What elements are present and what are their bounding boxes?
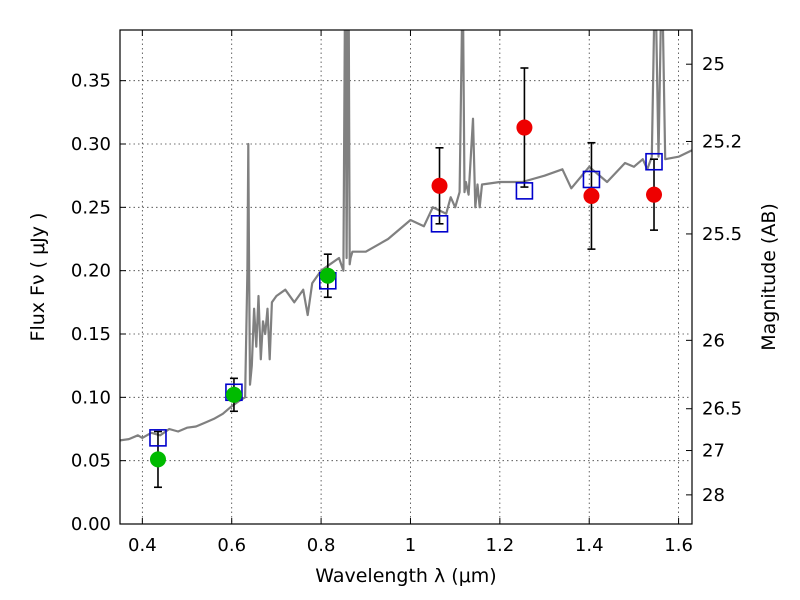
mag-tick-label: 25.2 bbox=[702, 131, 742, 152]
model-photometry-square bbox=[430, 215, 449, 233]
model-photometry-square bbox=[582, 170, 601, 189]
y-tick-label: 0.30 bbox=[71, 134, 111, 155]
plot-area bbox=[120, 30, 692, 489]
x-tick-label: 0.4 bbox=[128, 535, 157, 556]
axes: 0.4 0.6 0.8 1 1.2 1.4 1.6 0.00 0.05 0.10 0.15 0.20 0… bbox=[71, 29, 742, 556]
mag-tick-label: 27 bbox=[702, 441, 725, 462]
y-tick-label: 0.15 bbox=[71, 324, 111, 345]
mag-tick-label: 28 bbox=[702, 485, 725, 506]
y-tick-label: 0.00 bbox=[71, 514, 111, 535]
mag-tick-label: 25 bbox=[702, 54, 725, 75]
observed-flux-point bbox=[583, 187, 600, 204]
x-tick-label: 1.2 bbox=[486, 535, 515, 556]
observed-flux-point bbox=[646, 186, 663, 203]
x-tick-label: 0.6 bbox=[217, 535, 246, 556]
y-tick-label: 0.10 bbox=[71, 387, 111, 408]
observed-flux-point bbox=[319, 267, 336, 284]
observed-flux-point bbox=[431, 177, 448, 194]
grid bbox=[120, 30, 692, 525]
mag-tick-label: 26 bbox=[702, 330, 725, 351]
y-axis-title: Flux Fν ( μJy ) bbox=[27, 213, 49, 342]
model-spectrum-line bbox=[120, 30, 692, 442]
y-tick-label: 0.35 bbox=[71, 71, 111, 92]
plot-frame bbox=[119, 29, 693, 525]
y-tick-label: 0.05 bbox=[71, 451, 111, 472]
observed-flux-point bbox=[516, 119, 533, 136]
x-tick-label: 1.6 bbox=[664, 535, 693, 556]
y-tick-label: 0.20 bbox=[71, 261, 111, 282]
mag-tick-label: 26.5 bbox=[702, 399, 742, 420]
x-tick-label: 1.4 bbox=[575, 535, 604, 556]
observed-flux-point bbox=[225, 386, 242, 403]
mag-tick-label: 25.5 bbox=[702, 224, 742, 245]
x-tick-label: 0.8 bbox=[307, 535, 336, 556]
y2-axis-title: Magnitude (AB) bbox=[758, 203, 780, 351]
x-tick-label: 1 bbox=[405, 535, 416, 556]
y-tick-label: 0.25 bbox=[71, 197, 111, 218]
model-photometry-square bbox=[515, 182, 534, 200]
model-photometry-square bbox=[149, 429, 167, 447]
x-axis-title: Wavelength λ (μm) bbox=[315, 565, 496, 587]
observed-flux-point bbox=[149, 451, 166, 468]
model-photometry-square bbox=[645, 152, 663, 171]
